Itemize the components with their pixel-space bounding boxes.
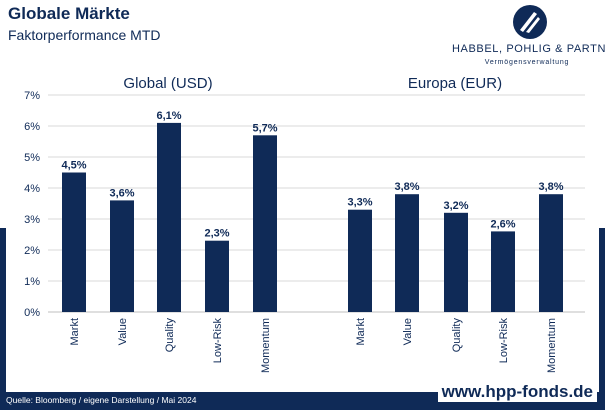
footer-bar: Quelle: Bloomberg / eigene Darstellung /… bbox=[0, 382, 605, 410]
category-label: Markt bbox=[69, 318, 81, 346]
bar-value bbox=[395, 194, 419, 312]
data-label: 3,6% bbox=[109, 187, 134, 199]
company-logo: HABBEL, POHLIG & PARTNER Vermögensverwal… bbox=[452, 4, 605, 66]
logo-name: HABBEL, POHLIG & PARTNER bbox=[452, 43, 605, 55]
category-label: Value bbox=[117, 318, 129, 345]
y-tick-label: 7% bbox=[24, 90, 40, 102]
bar-low-risk bbox=[205, 240, 229, 312]
category-label: Quality bbox=[451, 318, 463, 353]
bar-momentum bbox=[253, 135, 277, 312]
y-tick-label: 5% bbox=[24, 152, 40, 164]
y-tick-label: 0% bbox=[24, 307, 40, 319]
data-label: 5,7% bbox=[252, 122, 277, 134]
group-title: Global (USD) bbox=[123, 75, 212, 92]
website-link[interactable]: www.hpp-fonds.de bbox=[437, 382, 597, 402]
data-label: 2,6% bbox=[490, 218, 515, 230]
bar-markt bbox=[348, 209, 372, 312]
bar-momentum bbox=[539, 194, 563, 312]
logo-emblem-icon bbox=[513, 5, 547, 39]
bar-value bbox=[110, 200, 134, 312]
y-tick-label: 4% bbox=[24, 183, 40, 195]
y-tick-label: 6% bbox=[24, 121, 40, 133]
right-accent-bar bbox=[599, 228, 605, 392]
data-label: 3,2% bbox=[443, 200, 468, 212]
source-note: Quelle: Bloomberg / eigene Darstellung /… bbox=[6, 395, 197, 405]
bar-markt bbox=[62, 172, 86, 312]
data-label: 3,8% bbox=[394, 181, 419, 193]
bar-chart: 0% 1% 2% 3% 4% 5% 6% 7% Global (USD) 4,5% Markt 3,6… bbox=[24, 75, 585, 373]
page-subtitle: Faktorperformance MTD bbox=[8, 27, 161, 43]
data-label: 6,1% bbox=[156, 110, 181, 122]
bar-low-risk bbox=[491, 231, 515, 312]
data-label: 4,5% bbox=[61, 160, 86, 172]
data-label: 2,3% bbox=[204, 228, 229, 240]
category-label: Momentum bbox=[546, 318, 558, 373]
category-label: Quality bbox=[164, 318, 176, 353]
category-label: Value bbox=[402, 318, 414, 345]
bar-quality bbox=[157, 122, 181, 313]
category-label: Markt bbox=[355, 318, 367, 346]
left-accent-bar bbox=[0, 228, 6, 392]
category-label: Low-Risk bbox=[498, 318, 510, 364]
y-tick-label: 2% bbox=[24, 245, 40, 257]
page-title: Globale Märkte bbox=[8, 4, 130, 23]
category-label: Momentum bbox=[260, 318, 272, 373]
y-tick-label: 3% bbox=[24, 214, 40, 226]
data-label: 3,8% bbox=[538, 181, 563, 193]
category-label: Low-Risk bbox=[212, 318, 224, 364]
logo-tagline: Vermögensverwaltung bbox=[484, 59, 570, 66]
group-title: Europa (EUR) bbox=[408, 75, 502, 92]
data-label: 3,3% bbox=[347, 197, 372, 209]
y-tick-label: 1% bbox=[24, 276, 40, 288]
bar-quality bbox=[444, 212, 468, 312]
